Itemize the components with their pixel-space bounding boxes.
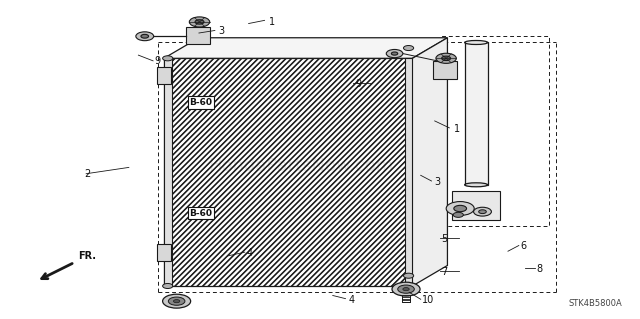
- Bar: [164, 58, 172, 286]
- Circle shape: [403, 273, 413, 278]
- Circle shape: [453, 212, 463, 217]
- Text: 2: 2: [84, 169, 90, 179]
- Bar: [157, 244, 171, 261]
- Text: 10: 10: [422, 295, 434, 305]
- Circle shape: [173, 300, 180, 303]
- Circle shape: [195, 20, 204, 24]
- Bar: [433, 62, 457, 79]
- Circle shape: [392, 282, 420, 296]
- Text: 4: 4: [246, 248, 253, 258]
- Circle shape: [474, 207, 492, 216]
- Text: HondaPartsNow.com: HondaPartsNow.com: [208, 157, 394, 175]
- Circle shape: [168, 297, 185, 305]
- Ellipse shape: [465, 41, 488, 44]
- Text: 7: 7: [441, 267, 447, 277]
- Circle shape: [163, 284, 173, 288]
- Bar: [157, 67, 171, 84]
- Text: B-60: B-60: [189, 98, 212, 107]
- Circle shape: [189, 17, 210, 27]
- Circle shape: [163, 56, 173, 61]
- Text: 3: 3: [435, 177, 441, 187]
- Text: 4: 4: [349, 295, 355, 305]
- Text: 5: 5: [441, 234, 447, 243]
- Bar: [186, 27, 211, 44]
- Circle shape: [436, 53, 456, 63]
- Circle shape: [392, 52, 397, 55]
- Text: 1: 1: [454, 124, 460, 135]
- Text: 6: 6: [521, 241, 527, 251]
- Text: 8: 8: [537, 263, 543, 274]
- Bar: [465, 42, 488, 185]
- Circle shape: [442, 56, 451, 61]
- Ellipse shape: [465, 183, 488, 187]
- Text: STK4B5800A: STK4B5800A: [569, 299, 623, 308]
- Circle shape: [403, 287, 409, 291]
- Circle shape: [397, 285, 414, 293]
- Text: 9: 9: [154, 56, 161, 66]
- Text: FR.: FR.: [78, 251, 96, 261]
- Circle shape: [136, 32, 154, 41]
- Text: 1: 1: [269, 17, 275, 27]
- Circle shape: [387, 49, 403, 58]
- Circle shape: [141, 34, 148, 38]
- Circle shape: [163, 294, 191, 308]
- Circle shape: [454, 205, 467, 212]
- Bar: [404, 58, 412, 286]
- Circle shape: [403, 46, 413, 50]
- Text: 9: 9: [355, 78, 361, 89]
- Polygon shape: [412, 38, 447, 286]
- Circle shape: [446, 202, 474, 215]
- Bar: [452, 191, 500, 219]
- Text: 3: 3: [218, 26, 224, 36]
- Circle shape: [479, 210, 486, 214]
- Polygon shape: [164, 38, 447, 58]
- Text: B-60: B-60: [189, 209, 212, 218]
